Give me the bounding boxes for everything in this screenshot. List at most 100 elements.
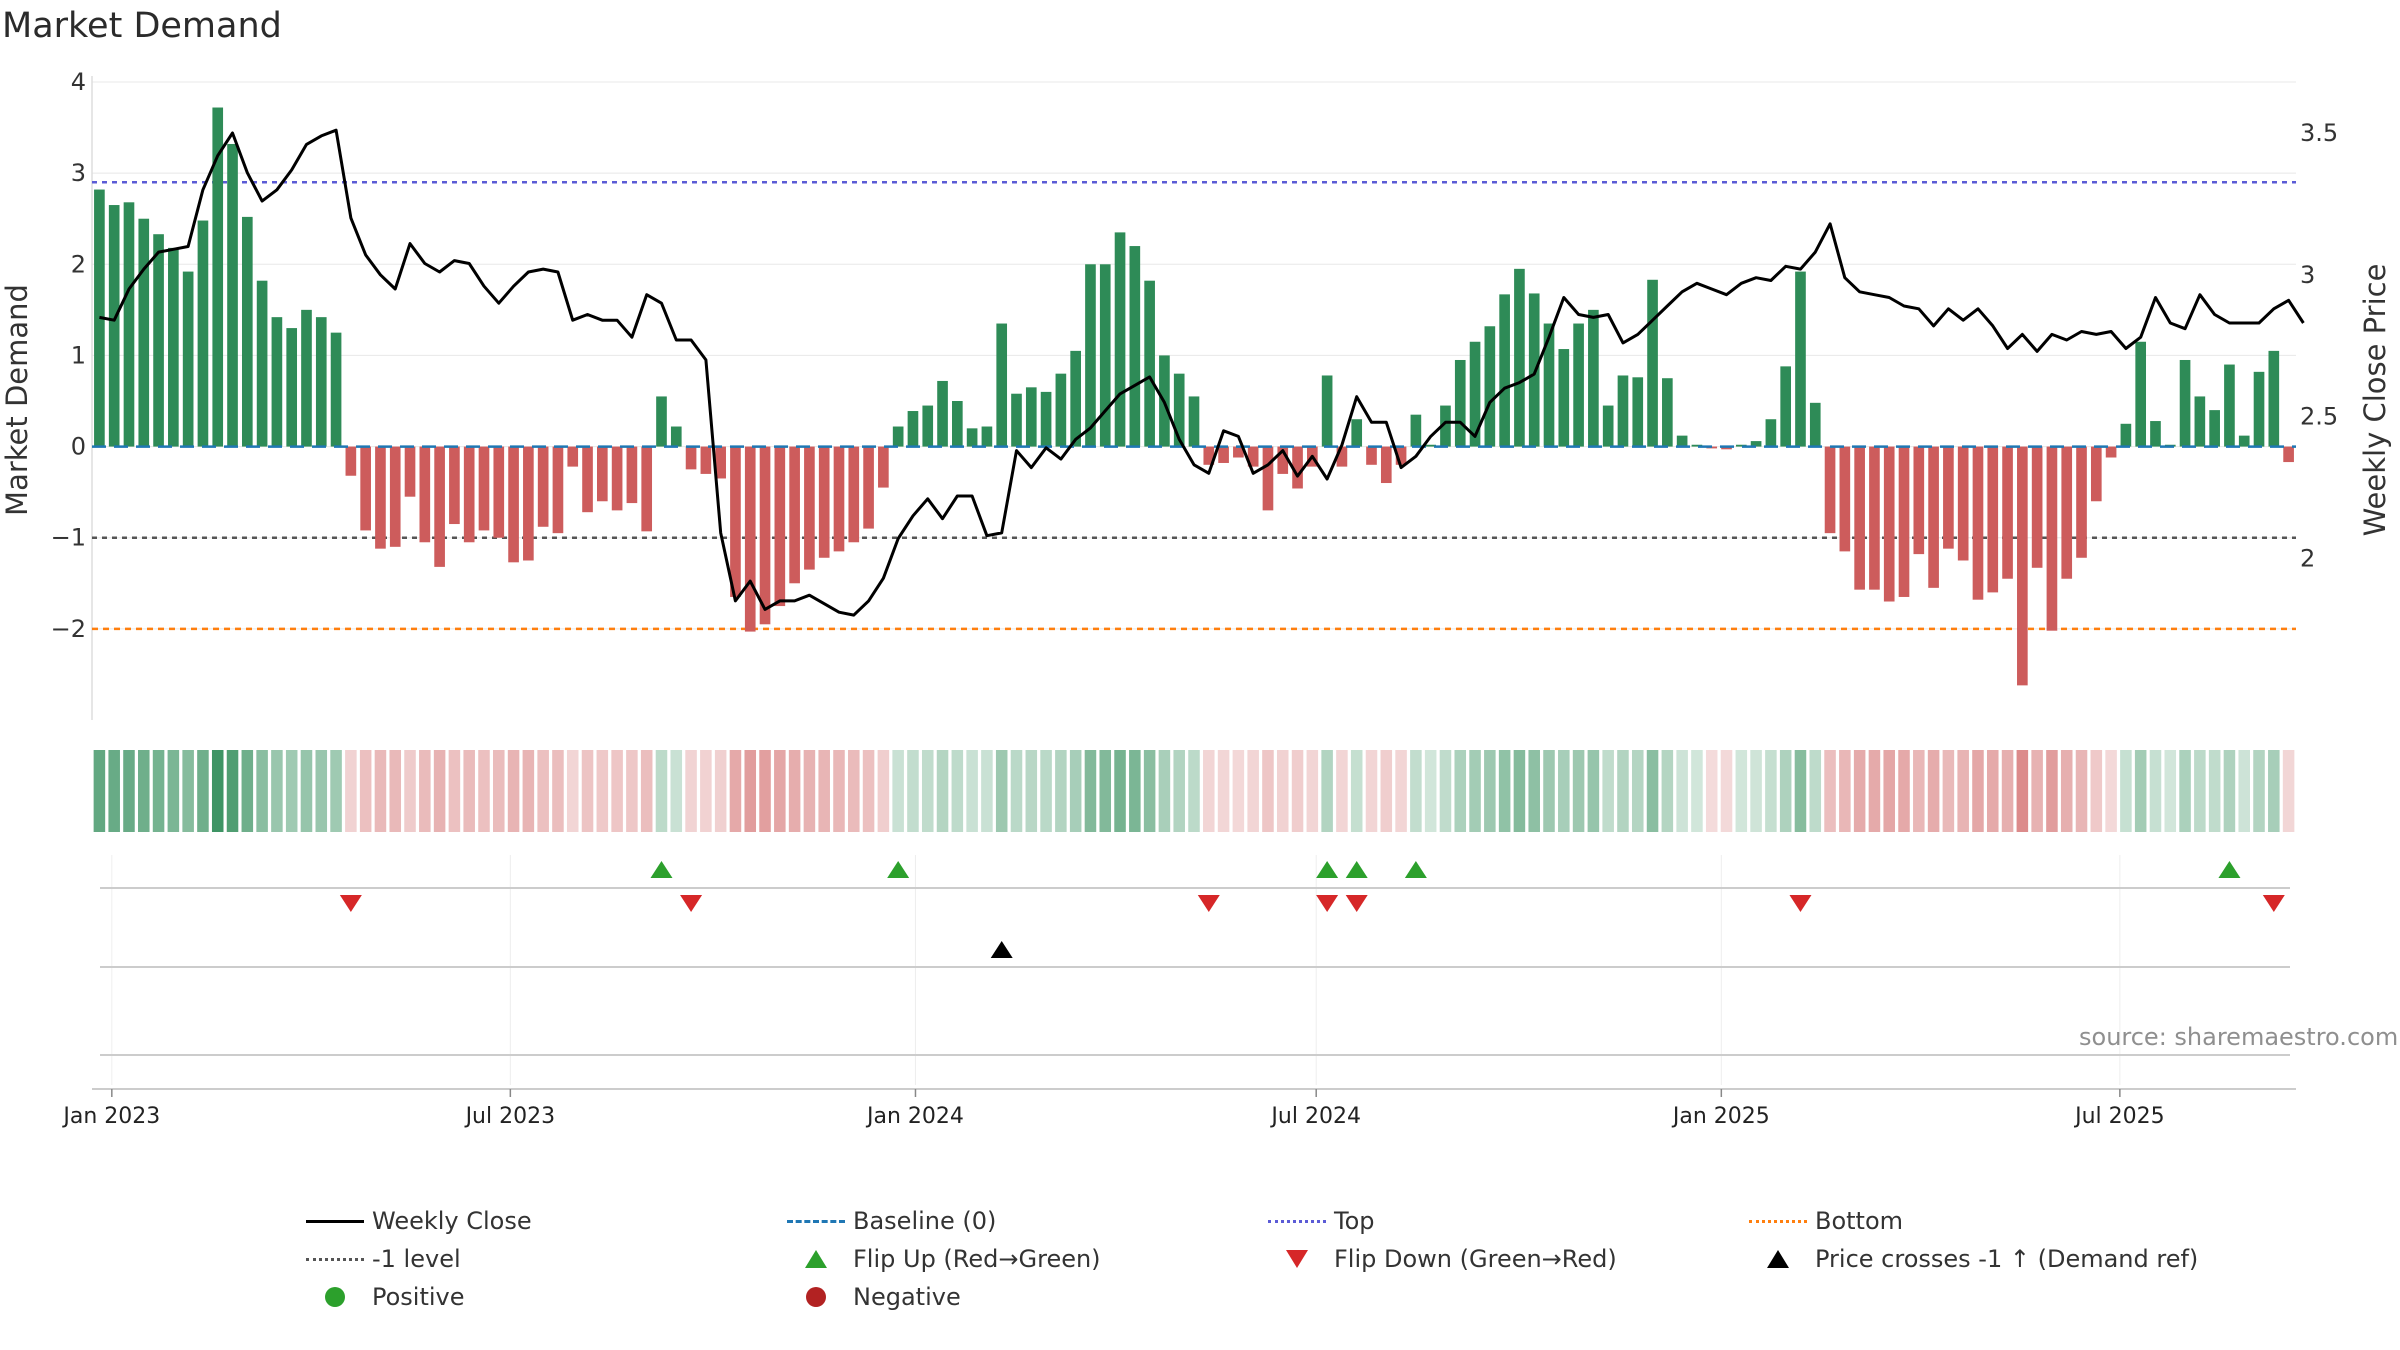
y-tick-label: −2	[51, 615, 86, 643]
demand-bar	[1203, 446, 1215, 465]
demand-bar	[1898, 446, 1910, 597]
demand-bar	[463, 446, 475, 543]
heat-strip-cell	[1395, 750, 1407, 832]
y2-tick-label: 3.5	[2300, 119, 2338, 147]
heat-strip-cell	[2149, 750, 2162, 832]
demand-bar	[2268, 350, 2280, 447]
y-tick-label: −1	[51, 524, 86, 552]
heat-strip-cell	[1587, 750, 1600, 832]
heat-strip-cell	[877, 750, 890, 832]
heat-strip-cell	[1824, 750, 1836, 832]
demand-bar	[759, 446, 771, 625]
heat-strip-cell	[1809, 750, 1822, 832]
demand-bar	[1469, 341, 1481, 447]
demand-bar	[2283, 446, 2294, 463]
demand-bar	[2150, 421, 2161, 447]
demand-bar	[1750, 441, 1762, 447]
heat-strip-cell	[152, 750, 165, 832]
heat-strip-cell	[1143, 750, 1156, 832]
demand-bar	[537, 446, 549, 527]
heat-strip-cell	[1735, 750, 1748, 832]
demand-bar	[1454, 359, 1466, 447]
demand-bar	[2238, 435, 2250, 447]
demand-bar	[1040, 391, 1052, 447]
demand-bar	[138, 218, 150, 447]
demand-bar	[1617, 375, 1629, 447]
heat-strip-cell	[1839, 750, 1851, 832]
demand-bar	[1824, 446, 1836, 534]
demand-bar	[1336, 446, 1348, 467]
demand-bar	[1721, 446, 1732, 450]
demand-bar	[153, 234, 164, 447]
heat-strip-cell	[1883, 750, 1895, 832]
heat-strip-cell	[892, 750, 904, 832]
demand-bar	[1987, 446, 1999, 593]
heat-strip-cell	[936, 750, 949, 832]
flip-up-icon	[781, 1242, 851, 1276]
legend-item-baseline: Baseline (0)	[781, 1204, 996, 1238]
heat-strip-cell	[1069, 750, 1082, 832]
demand-bar	[2076, 446, 2087, 558]
heat-strip-cell	[211, 750, 224, 832]
demand-bar	[1588, 309, 1599, 447]
heat-strip-cell	[1558, 750, 1570, 832]
y-axis-label: Market Demand	[0, 284, 34, 516]
heat-strip-cell	[1705, 750, 1718, 832]
heat-strip-cell	[833, 750, 845, 832]
heat-strip-cell	[640, 750, 653, 832]
demand-bar	[1277, 446, 1289, 474]
demand-bar	[508, 446, 519, 563]
heat-strip-cell	[1188, 750, 1200, 832]
positive-dot-icon	[300, 1280, 370, 1314]
heat-strip-cell	[759, 750, 771, 832]
demand-bar	[419, 446, 431, 543]
demand-bar	[1691, 444, 1703, 447]
chart-title: Market Demand	[2, 6, 282, 46]
legend-label: -1 level	[372, 1245, 461, 1273]
legend-label: Price crosses -1 ↑ (Demand ref)	[1815, 1245, 2199, 1273]
demand-bar	[1780, 366, 1792, 447]
demand-bar	[2046, 446, 2058, 631]
heat-strip-cell	[138, 750, 150, 832]
demand-bar	[523, 446, 534, 561]
x-tick-label: Jan 2024	[865, 1104, 964, 1129]
legend-swatch	[1743, 1204, 1813, 1238]
flip-down-icon	[1262, 1242, 1332, 1276]
demand-bar	[1351, 419, 1363, 447]
demand-bar	[582, 446, 593, 513]
demand-bar	[907, 411, 919, 447]
heat-strip-cell	[1158, 750, 1171, 832]
demand-bar	[1543, 323, 1555, 447]
demand-bar	[1854, 446, 1865, 590]
demand-bar	[434, 446, 445, 567]
demand-bar	[404, 446, 416, 497]
demand-bar	[1144, 280, 1155, 447]
legend-swatch	[300, 1204, 370, 1238]
heat-strip-cell	[700, 750, 712, 832]
demand-bar	[2002, 446, 2013, 579]
heat-strip-cell	[197, 750, 209, 832]
heat-strip-cell	[1099, 750, 1112, 832]
legend-swatch	[1262, 1204, 1332, 1238]
y2-tick-label: 2.5	[2300, 403, 2338, 431]
heat-strip-cell	[374, 750, 387, 832]
heat-strip-cell	[818, 750, 830, 832]
demand-bar	[966, 428, 978, 447]
heat-strip-cell	[2164, 750, 2177, 832]
heat-strip-cell	[685, 750, 697, 832]
demand-bar	[1233, 446, 1244, 458]
heat-strip-cell	[433, 750, 446, 832]
heat-strip-cell	[2016, 750, 2029, 832]
demand-bar	[1129, 246, 1141, 447]
heat-strip-cell	[522, 750, 535, 832]
demand-bar	[389, 446, 401, 547]
flip-up-marker	[887, 861, 910, 878]
heat-strip-cell	[493, 750, 505, 832]
heat-strip-cell	[951, 750, 964, 832]
demand-bar	[1883, 446, 1895, 602]
legend-label: Positive	[372, 1283, 465, 1311]
heat-strip-cell	[744, 750, 757, 832]
heat-strip-cell	[981, 750, 993, 832]
heat-strip-cell	[2223, 750, 2236, 832]
